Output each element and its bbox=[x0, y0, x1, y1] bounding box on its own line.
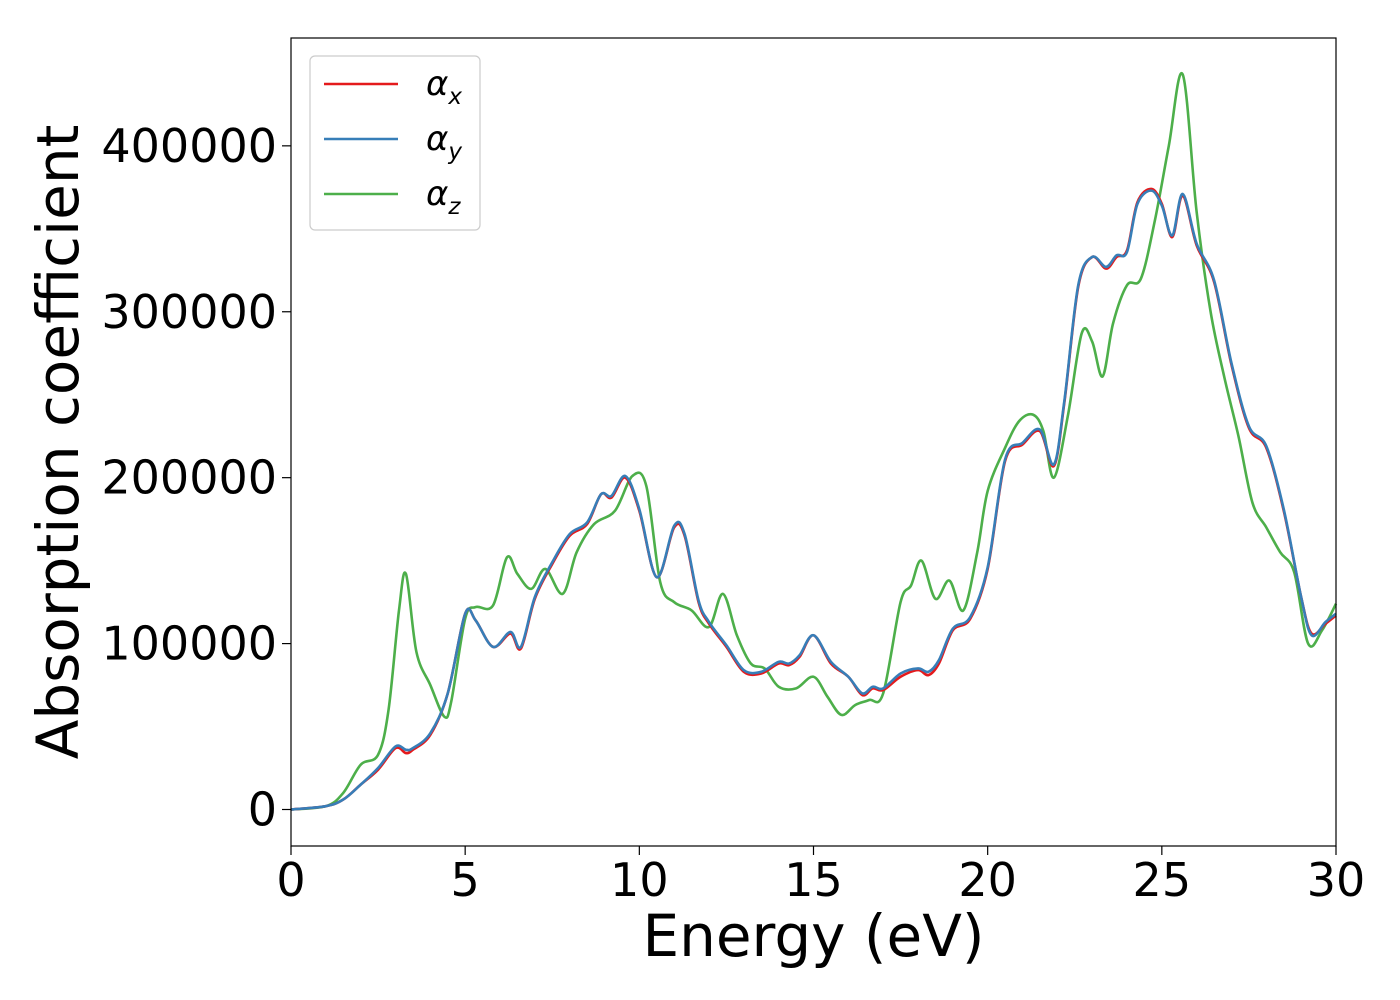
y-axis-ticks: 0 100000 200000 300000 400000 bbox=[101, 119, 291, 836]
x-tick-label: 25 bbox=[1133, 853, 1192, 907]
x-tick-label: 15 bbox=[784, 853, 843, 907]
y-tick-label: 100000 bbox=[101, 617, 277, 671]
legend-label-x: αx bbox=[426, 64, 462, 110]
x-tick-label: 20 bbox=[958, 853, 1017, 907]
series-line-y bbox=[290, 189, 1337, 811]
y-tick-label: 200000 bbox=[101, 451, 277, 505]
x-tick-label: 30 bbox=[1307, 853, 1366, 907]
y-tick-label: 400000 bbox=[101, 119, 277, 173]
y-tick-label: 0 bbox=[248, 782, 277, 836]
legend-box bbox=[309, 55, 481, 231]
x-tick-label: 5 bbox=[451, 853, 480, 907]
x-tick-label: 10 bbox=[610, 853, 669, 907]
legend-label-z: αz bbox=[426, 174, 461, 220]
x-axis-label: Energy (eV) bbox=[642, 902, 984, 970]
x-axis-ticks: 0 5 10 15 20 25 30 bbox=[276, 846, 1365, 907]
y-axis-label: Absorption coefficient bbox=[24, 125, 92, 760]
series-line-z bbox=[290, 71, 1338, 811]
legend: αx αy αz bbox=[309, 55, 481, 231]
x-tick-label: 0 bbox=[276, 853, 305, 907]
series-lines bbox=[290, 71, 1338, 811]
y-tick-label: 300000 bbox=[101, 285, 277, 339]
legend-label-y: αy bbox=[426, 119, 462, 165]
